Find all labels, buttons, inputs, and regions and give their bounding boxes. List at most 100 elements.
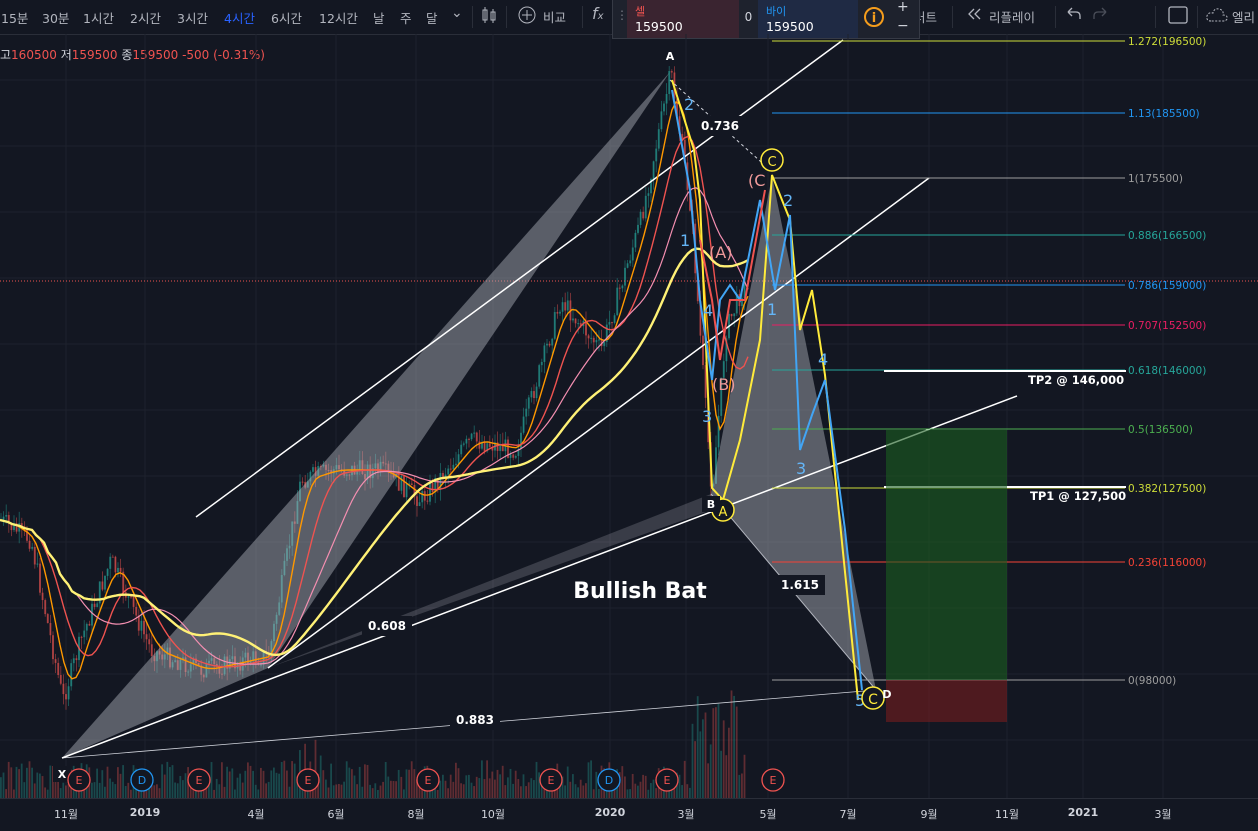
volume-bar <box>252 770 254 798</box>
timeframe-12h[interactable]: 12시간 <box>319 11 358 26</box>
trendline-xb[interactable] <box>61 395 1018 759</box>
candle-body <box>442 473 444 479</box>
candle-body <box>41 592 44 601</box>
candle-body <box>577 323 580 325</box>
candle-body <box>499 444 502 451</box>
time-axis[interactable]: 11월 2019 4월 6월 8월 10월 2020 3월 5월 7월 9월 11월 2021 3월 <box>0 798 1258 831</box>
candle-body <box>338 465 340 470</box>
candle-body <box>20 523 23 527</box>
fullscreen-icon[interactable] <box>1168 6 1188 27</box>
wave-blue <box>671 89 863 691</box>
sell-price: 159500 <box>635 19 683 34</box>
volume-bar <box>234 789 236 798</box>
candle-body <box>150 644 153 657</box>
volume-bar <box>223 786 226 798</box>
undo-icon[interactable] <box>1064 6 1082 25</box>
chart-pane[interactable]: 1.272(196500) 1.13(185500) 1(175500) 0.886(… <box>0 34 1258 798</box>
indicators-fx-icon[interactable]: fx <box>592 4 604 23</box>
volume-bar <box>184 773 187 798</box>
earnings-marker[interactable] <box>655 768 679 792</box>
timeframe-1h[interactable]: 1시간 <box>83 11 114 26</box>
candle-body <box>434 477 437 493</box>
dividend-marker[interactable] <box>597 768 621 792</box>
point-b-label: B <box>707 498 715 511</box>
sell-button[interactable]: 셀 159500 <box>627 0 739 38</box>
volume-bar <box>473 786 475 798</box>
wave-label-3b: 3 <box>796 459 806 478</box>
compare-button[interactable]: 비교 <box>543 10 567 25</box>
plus-button[interactable]: + <box>897 0 909 15</box>
volume-bar <box>530 778 533 798</box>
volume-bar <box>327 787 330 798</box>
candle-body <box>647 193 650 196</box>
timeframe-3h[interactable]: 3시간 <box>177 11 208 26</box>
stop-loss-zone[interactable] <box>886 680 1007 722</box>
volume-bar <box>642 774 644 798</box>
volume-bar <box>400 776 403 798</box>
volume-bar <box>96 768 98 798</box>
buy-button[interactable]: 바이 159500 <box>758 0 858 38</box>
xab-triangle[interactable] <box>62 72 670 758</box>
channel-lower[interactable] <box>267 177 930 669</box>
fib-level-label: 0.382(127500) <box>1128 483 1206 495</box>
volume-bar <box>595 771 598 798</box>
timeframe-month[interactable]: 달 <box>426 11 438 26</box>
volume-bar <box>124 785 127 798</box>
minus-button[interactable]: − <box>897 18 909 34</box>
candle-body <box>218 666 221 674</box>
timeframe-4h[interactable]: 4시간 <box>224 11 255 26</box>
volume-bar <box>462 784 465 798</box>
earnings-marker[interactable] <box>416 768 440 792</box>
candle-body <box>234 656 236 669</box>
volume-bar <box>514 770 517 798</box>
timeframe-2h[interactable]: 2시간 <box>130 11 161 26</box>
candle-body <box>197 663 200 666</box>
candle-body <box>642 211 645 219</box>
candlestick-icon[interactable] <box>480 5 498 28</box>
candle-body <box>286 548 288 561</box>
volume-bar <box>452 781 455 798</box>
volume-bar <box>322 770 325 798</box>
chart-canvas[interactable]: 1.272(196500) 1.13(185500) 1(175500) 0.886(… <box>0 34 1258 798</box>
timeframe-30m[interactable]: 30분 <box>42 11 70 26</box>
volume-bar <box>49 765 52 798</box>
candle-body <box>54 659 57 663</box>
redo-icon[interactable] <box>1092 6 1110 25</box>
volume-bar <box>405 769 408 798</box>
fib-retracement[interactable]: 1.272(196500) 1.13(185500) 1(175500) 0.886(… <box>772 36 1206 687</box>
timeframe-week[interactable]: 주 <box>400 11 412 26</box>
timeframe-day[interactable]: 날 <box>373 11 385 26</box>
candle-body <box>104 575 106 590</box>
volume-bar <box>288 786 291 798</box>
timeframe-15m[interactable]: 15분 <box>1 11 29 26</box>
dividend-marker[interactable] <box>130 768 154 792</box>
volume-bar <box>712 708 715 798</box>
chevron-down-icon[interactable]: ⌄ <box>451 5 463 21</box>
earnings-marker[interactable] <box>296 768 320 792</box>
candle-body <box>59 675 62 684</box>
candle-body <box>488 443 491 447</box>
candle-body <box>182 657 184 660</box>
candle-body <box>655 148 658 162</box>
info-icon[interactable]: i <box>864 7 884 27</box>
cloud-icon[interactable] <box>1205 6 1229 27</box>
volume-bar <box>631 773 634 798</box>
volume-bar <box>119 773 122 798</box>
alert-button[interactable]: 엘리 <box>1232 10 1256 25</box>
replay-icon[interactable] <box>966 6 982 25</box>
candle-body <box>111 556 114 558</box>
candle-body <box>486 443 489 452</box>
candle-body <box>382 461 385 464</box>
timeframe-6h[interactable]: 6시간 <box>271 11 302 26</box>
candle-body <box>176 660 179 670</box>
earnings-marker[interactable] <box>539 768 563 792</box>
replay-button[interactable]: 리플레이 <box>989 10 1036 25</box>
earnings-marker[interactable] <box>67 768 91 792</box>
candle-body <box>426 500 429 502</box>
volume-bar <box>44 787 46 798</box>
volume-bar <box>182 780 184 798</box>
profit-zone[interactable] <box>886 430 1007 680</box>
earnings-marker[interactable] <box>761 768 785 792</box>
earnings-marker[interactable] <box>187 768 211 792</box>
compare-icon[interactable] <box>517 5 537 28</box>
